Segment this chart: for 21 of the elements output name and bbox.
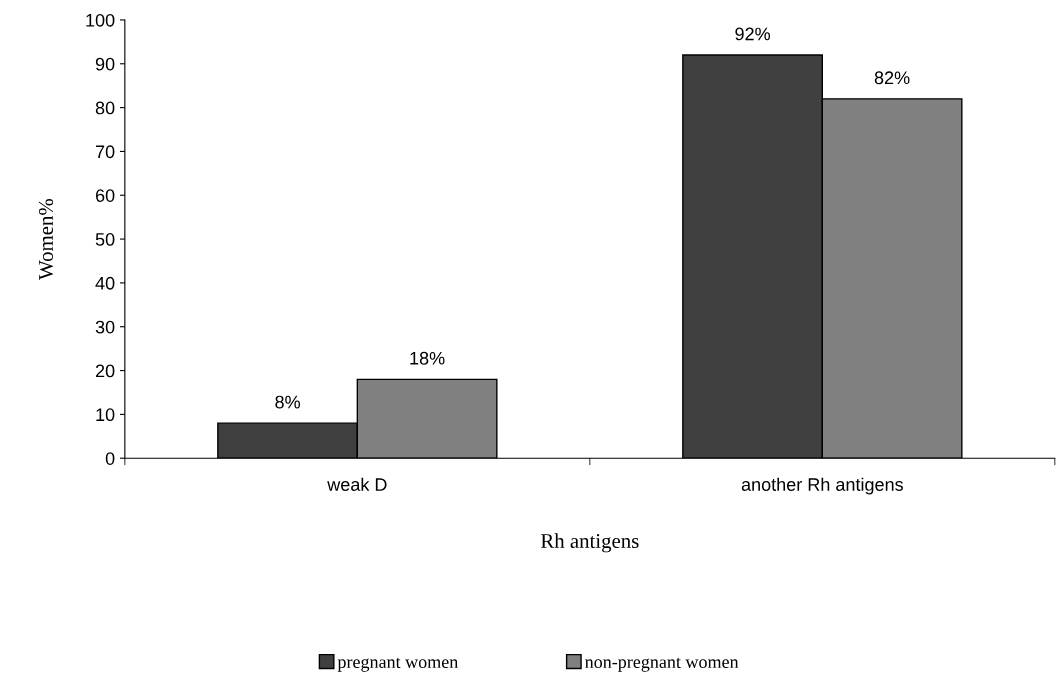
- y-tick-label: 60: [95, 189, 115, 202]
- data-label: 92%: [735, 27, 771, 41]
- legend-label: pregnant women: [337, 657, 459, 672]
- data-label: 18%: [410, 351, 445, 365]
- y-tick-label: 0: [105, 452, 115, 465]
- y-tick-label: 30: [95, 320, 115, 334]
- y-axis-title: Women%: [38, 198, 54, 280]
- legend-label: non-pregnant women: [585, 657, 739, 672]
- y-tick-label: 40: [95, 276, 115, 290]
- y-tick-label: 90: [95, 57, 115, 71]
- data-label: 8%: [275, 395, 300, 409]
- y-tick-label: 80: [95, 101, 115, 115]
- y-tick-label: 100: [86, 13, 115, 27]
- y-tick-label: 20: [95, 364, 115, 378]
- y-tick-label: 70: [95, 145, 115, 159]
- y-tick-label: 10: [96, 408, 115, 422]
- x-axis-title: Rh antigens: [540, 533, 639, 553]
- y-tick-label: 50: [95, 233, 115, 246]
- x-tick-label: weak D: [327, 477, 387, 491]
- x-tick-label: another Rh antigens: [741, 477, 903, 495]
- data-label: 82%: [874, 71, 910, 85]
